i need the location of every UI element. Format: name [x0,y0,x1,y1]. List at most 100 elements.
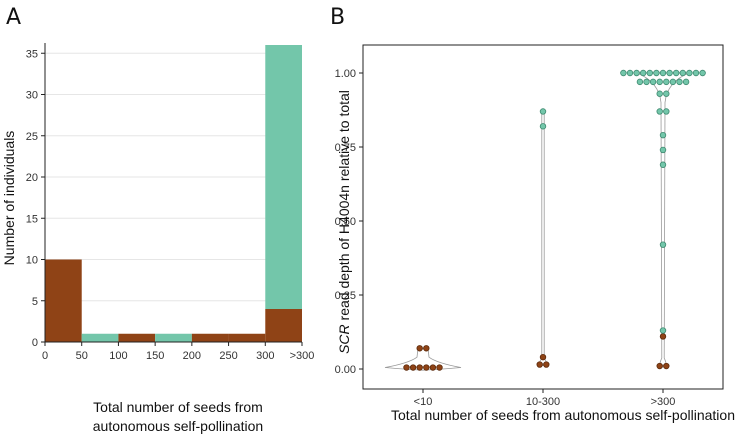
panel-a-bar-teal [265,45,302,309]
panel-b-y-tick-label: 0.00 [335,364,356,376]
panel-b-frame [362,44,724,390]
panel-b-label: B [330,5,345,30]
panel-a-x-tick-label: 300 [256,350,274,362]
panel-b-point-brown [539,353,547,361]
panel-a-y-tick-label: 35 [26,48,38,60]
panel-a-bar-brown [228,333,266,342]
panel-b-point-teal [682,78,690,86]
panel-b-violin-dotplot: 0.00 0.25 0.50 0.75 1.00 <10 10-300 >300 [335,44,724,408]
panel-b-point-brown [423,345,430,352]
panel-a-x-tick-label: 0 [42,350,48,362]
panel-a-x-tick-label: 50 [76,350,88,362]
panel-b-point-brown [436,364,443,371]
panel-b-point-teal [673,69,680,77]
panel-b-point-teal [656,108,663,115]
panel-b-y-ticks: 0.00 0.25 0.50 0.75 1.00 [335,68,363,376]
panel-b-point-teal [539,123,547,130]
panel-b-points [403,69,706,371]
panel-b-violins [384,72,690,371]
panel-b-point-teal [659,69,667,77]
panel-b-point-teal [656,90,663,97]
panel-a-bar-brown [45,259,82,342]
panel-b-y-axis-title-rest: read depth of H4004n relative to total [336,90,352,324]
panel-a-label: A [6,5,21,30]
panel-b-point-brown [543,361,550,368]
panel-b-axes [362,44,724,390]
panel-b-point-teal [626,69,634,77]
panel-b-point-teal [659,161,667,168]
panel-b-y-axis-title: SCR read depth of H4004n relative to tot… [336,90,352,354]
panel-a-x-tick-label: >300 [290,350,315,362]
panel-b-point-teal [699,69,706,77]
panel-a-bar-brown [191,333,229,342]
panel-a-x-tick-label: 100 [109,350,127,362]
panel-a-histogram: 0 5 10 15 20 25 30 35 0 50 100 150 200 250 300 >300 [26,43,314,362]
panel-a-y-ticks: 0 5 10 15 20 25 30 35 [26,48,45,349]
panel-a-bars [45,45,302,342]
panel-a-bar-brown [265,309,302,342]
panel-b-x-tick-label: <10 [414,396,433,408]
panel-b-point-teal [663,78,670,86]
panel-b-point-teal [663,90,670,97]
panel-a-y-tick-label: 10 [26,255,38,267]
panel-b-point-brown [403,364,410,371]
panel-b-point-brown [536,361,543,368]
panel-a-y-tick-label: 30 [26,90,38,102]
panel-b-point-teal [663,108,670,115]
panel-b-point-brown [659,333,667,340]
panel-a-gridlines [45,52,302,343]
panel-b-point-teal [679,69,686,77]
panel-a-y-tick-label: 0 [32,337,38,349]
panel-b-point-brown [429,364,437,371]
panel-b-violin [384,347,462,371]
panel-b-point-teal [640,69,647,77]
panel-b-point-teal [633,69,640,77]
panel-b-point-teal [659,131,667,139]
panel-b-point-teal [666,69,673,77]
panel-b-x-ticks: <10 10-300 >300 [414,389,676,408]
panel-a-y-tick-label: 15 [26,213,38,225]
panel-a-y-tick-label: 20 [26,172,38,184]
panel-b-x-tick-label: >300 [651,396,676,408]
panel-a-axes [44,43,302,343]
panel-a-bar-teal [155,333,192,342]
panel-b-point-teal [539,108,547,115]
panel-b-point-teal [659,327,667,334]
panel-b-x-tick-label: 10-300 [526,396,560,408]
panel-b-violin [636,72,690,368]
panel-a-x-tick-label: 200 [183,350,201,362]
panel-b-y-axis-title-italic: SCR [336,324,352,354]
panel-b-point-teal [692,69,700,77]
panel-b-point-teal [620,69,627,77]
panel-b-point-teal [646,69,653,77]
panel-b-y-tick-label: 0.25 [335,290,356,302]
panel-b-y-tick-label: 0.50 [335,216,356,228]
panel-b-point-brown [663,362,670,370]
panel-b-x-axis-title: Total number of seeds from autonomous se… [391,407,735,423]
panel-b-point-brown [416,345,423,352]
panel-b-point-teal [649,78,657,86]
panel-b-point-brown [416,364,423,371]
panel-a-y-axis-title: Number of individuals [1,131,17,266]
panel-b-point-brown [423,364,430,371]
panel-a-x-axis-title-line1: Total number of seeds from [93,399,263,415]
panel-a-bar-teal [81,333,119,342]
panel-a-x-tick-label: 250 [219,350,237,362]
panel-b-point-teal [669,78,677,86]
panel-b-y-tick-label: 0.75 [335,142,356,154]
panel-a-x-tick-label: 150 [146,350,164,362]
panel-b-point-brown [409,364,417,371]
panel-a-bar-brown [118,333,156,342]
panel-b-point-teal [676,78,683,86]
panel-a-x-axis-title-line2: autonomous self-pollination [93,418,263,434]
panel-a-y-tick-label: 25 [26,131,38,143]
panel-a-x-ticks: 0 50 100 150 200 250 300 >300 [42,342,314,362]
panel-b-point-teal [686,69,693,77]
panel-a-y-tick-label: 5 [32,296,38,308]
panel-b-point-teal [653,69,660,77]
panel-b-y-tick-label: 1.00 [335,68,356,80]
panel-b-point-teal [656,78,663,86]
panel-b-violin [539,111,547,366]
panel-b-point-teal [636,78,644,86]
